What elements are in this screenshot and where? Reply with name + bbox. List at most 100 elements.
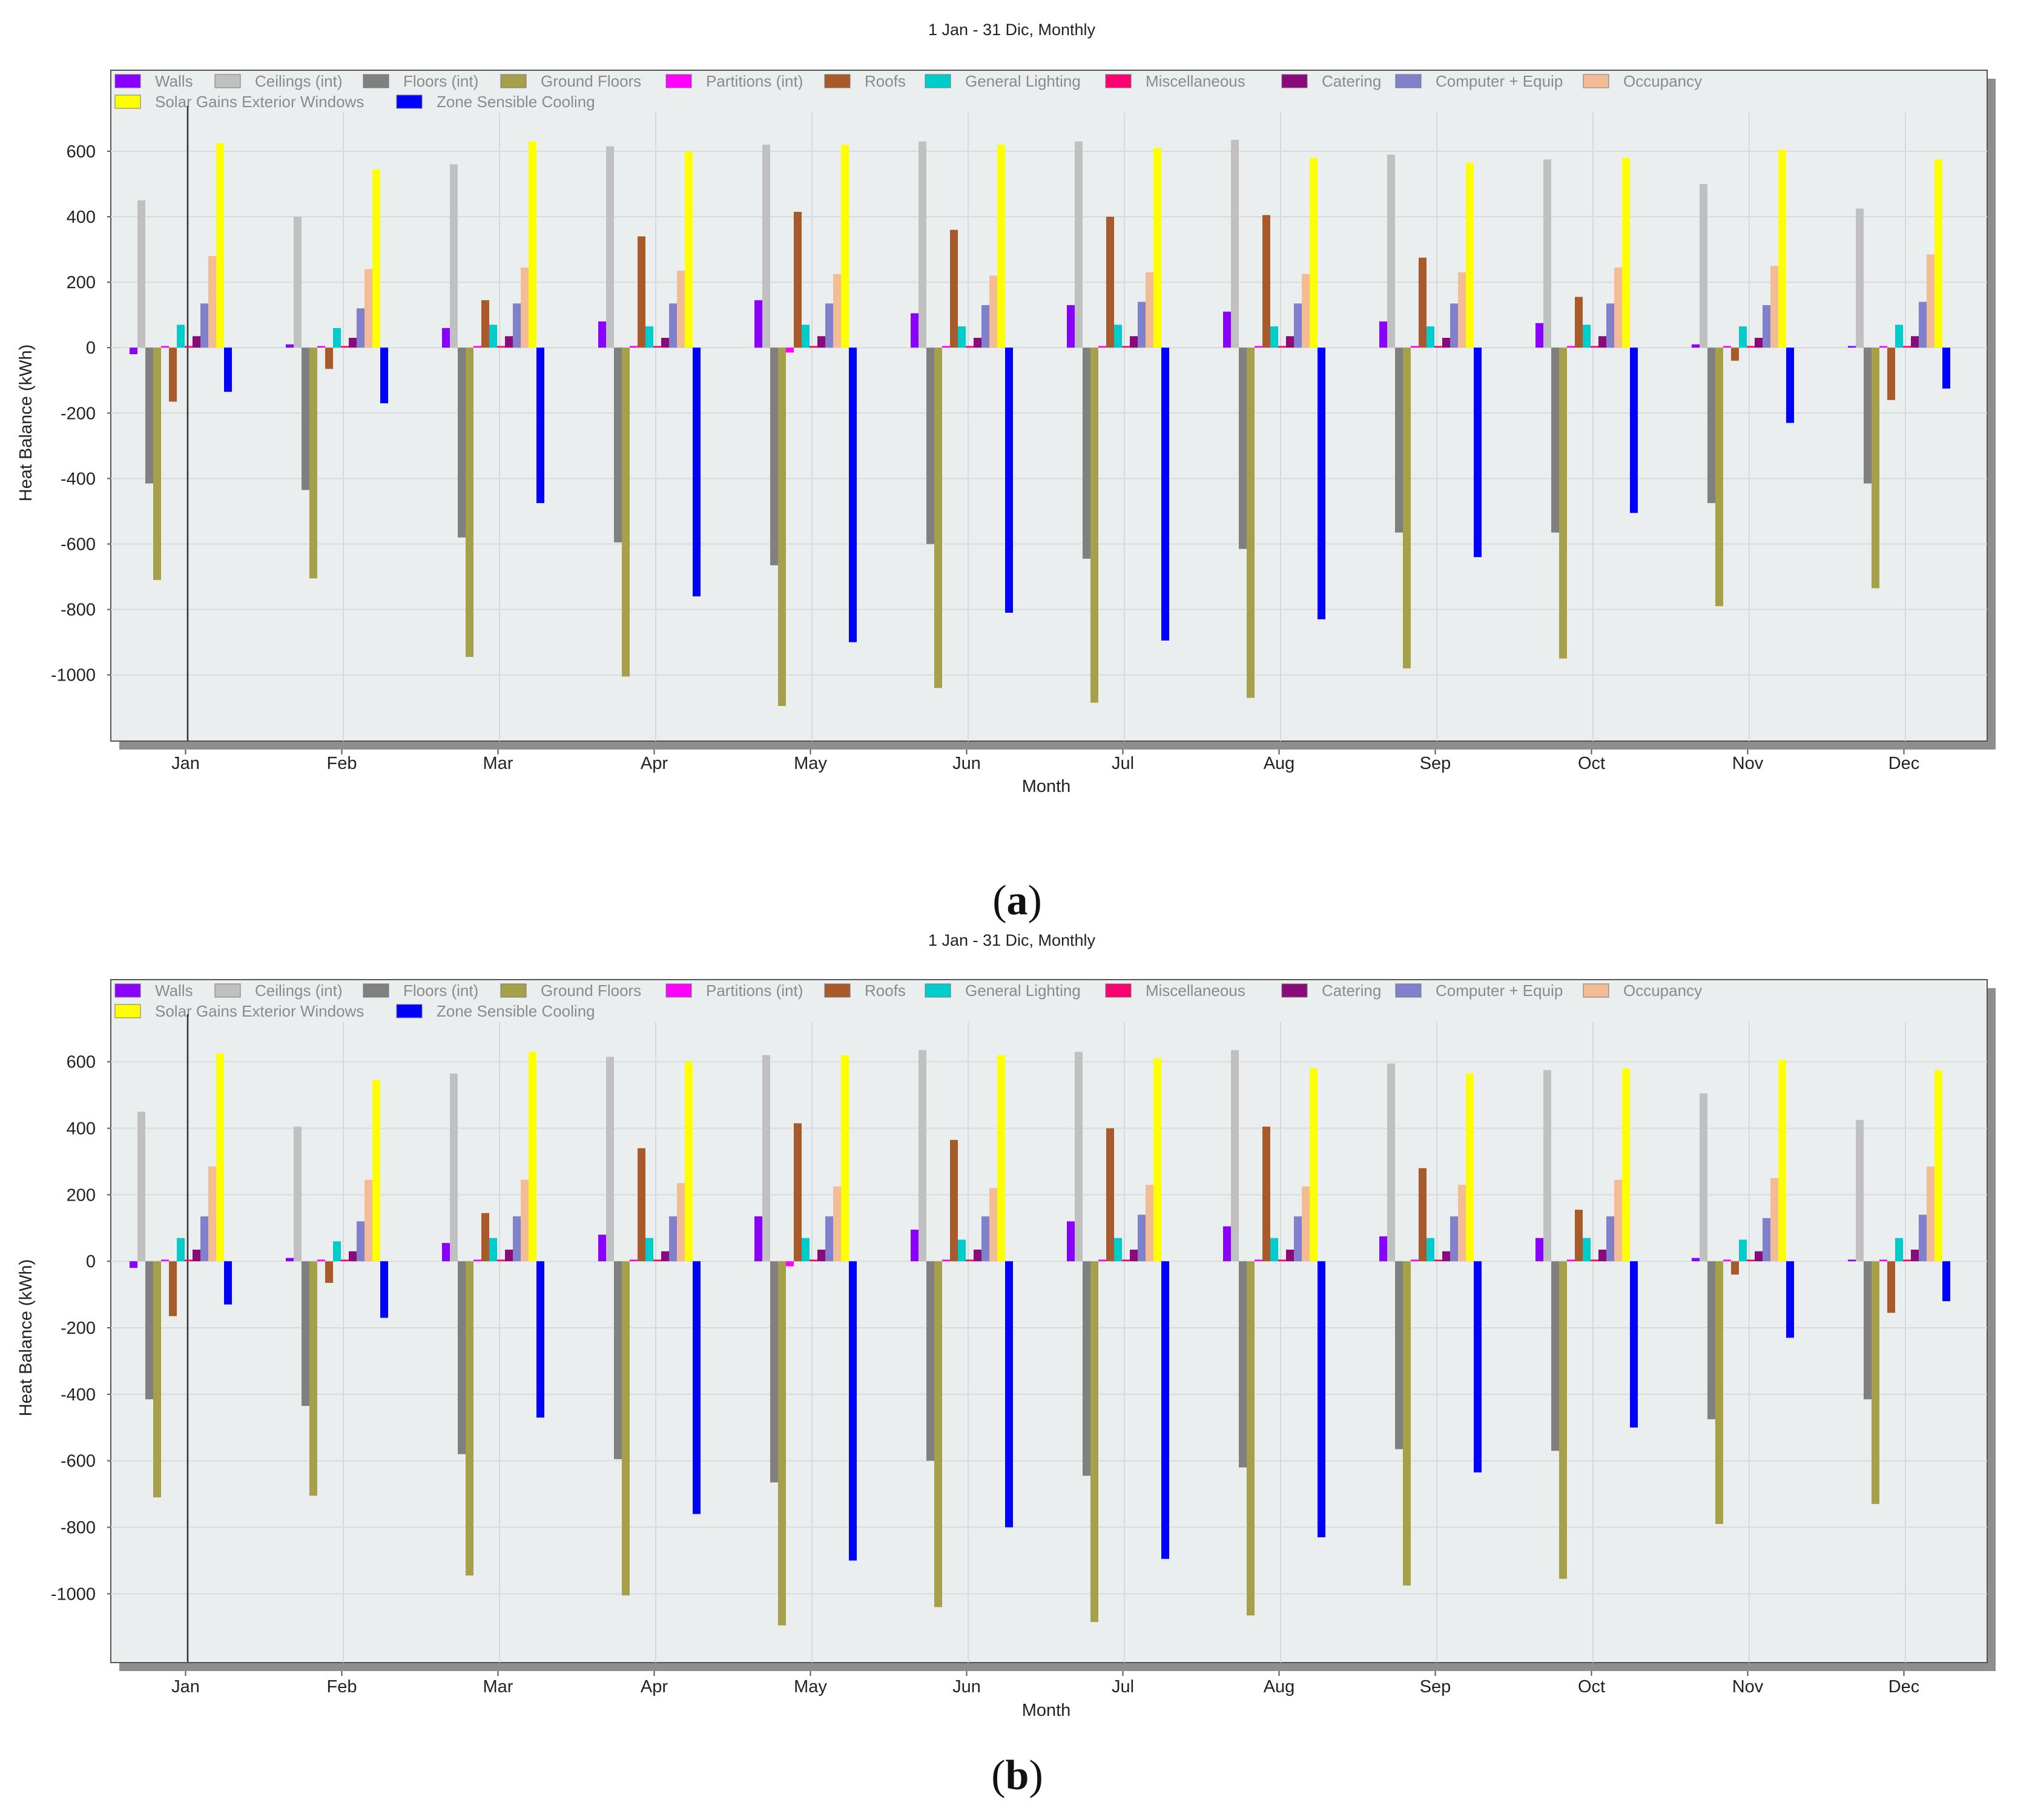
bar — [1403, 348, 1411, 668]
bar — [1903, 346, 1911, 348]
y-tick-label: 200 — [67, 273, 96, 292]
bar — [1739, 326, 1747, 348]
bar — [1872, 1261, 1879, 1505]
bar — [1106, 1128, 1114, 1262]
bar — [1692, 344, 1700, 348]
bar — [1848, 346, 1856, 348]
bar — [294, 1126, 302, 1262]
bar — [497, 1259, 505, 1262]
bar — [529, 141, 536, 348]
bar — [1098, 346, 1106, 348]
bar — [1161, 348, 1169, 641]
bar — [989, 275, 997, 348]
bar — [1739, 1239, 1747, 1262]
bar — [1778, 1060, 1786, 1262]
bar — [1426, 1238, 1434, 1262]
bar — [513, 303, 521, 348]
bar — [1551, 348, 1559, 533]
y-tick-label: 200 — [67, 1185, 96, 1205]
plot-area — [110, 979, 1988, 1663]
bar — [193, 336, 200, 348]
bar — [1270, 1238, 1278, 1262]
bar — [653, 346, 661, 348]
bar — [481, 300, 489, 348]
bar — [1090, 1261, 1098, 1623]
bar — [1763, 1218, 1770, 1262]
bar — [1474, 1261, 1482, 1472]
y-axis-title: Heat Balance (kWh) — [16, 345, 36, 502]
y-tick-label: -400 — [61, 469, 96, 489]
bar — [1887, 348, 1895, 400]
bar — [833, 1186, 841, 1262]
y-tick-label: 0 — [86, 1252, 96, 1271]
legend-label: Zone Sensible Cooling — [437, 93, 595, 111]
bar — [1262, 1126, 1270, 1262]
legend-swatch — [114, 983, 141, 998]
bar — [849, 1261, 857, 1561]
bar — [200, 1216, 208, 1262]
bar — [1318, 348, 1325, 619]
bar — [1598, 336, 1606, 348]
bar — [1575, 297, 1583, 348]
x-tick-label: Sep — [1420, 754, 1451, 773]
legend-label: Ceilings (int) — [255, 981, 343, 1000]
bar — [841, 145, 849, 348]
bar — [349, 1251, 357, 1262]
bar — [1551, 1261, 1559, 1451]
bar — [1770, 266, 1778, 348]
bar — [794, 1123, 802, 1262]
bar — [817, 1249, 825, 1262]
x-tick-label: Jul — [1112, 1677, 1134, 1696]
bar — [1458, 1184, 1466, 1262]
bar — [966, 346, 974, 348]
bar — [473, 1259, 481, 1262]
bar — [1122, 346, 1130, 348]
bar — [685, 151, 693, 348]
legend-swatch — [214, 983, 241, 998]
bar — [372, 169, 380, 348]
bar — [974, 1249, 981, 1262]
bar — [1411, 346, 1419, 348]
legend-swatch — [1395, 983, 1422, 998]
bar — [1942, 1261, 1950, 1302]
bar — [778, 1261, 786, 1626]
bar — [341, 346, 349, 348]
bar — [1692, 1258, 1700, 1262]
bar — [1879, 346, 1887, 348]
legend-label: Floors (int) — [403, 981, 478, 1000]
bar — [974, 337, 981, 348]
bar — [169, 348, 177, 402]
bar — [841, 1055, 849, 1262]
bar — [1239, 1261, 1247, 1468]
legend-swatch — [114, 74, 141, 88]
bar — [997, 145, 1005, 348]
bar — [1559, 348, 1567, 659]
x-tick-label: Nov — [1732, 754, 1764, 773]
bar — [1262, 215, 1270, 348]
bar — [1778, 150, 1786, 348]
legend-label: Catering — [1322, 72, 1381, 90]
bar — [669, 303, 677, 348]
x-tick-label: Nov — [1732, 1677, 1764, 1696]
bar — [614, 348, 622, 542]
legend-label: Miscellaneous — [1146, 981, 1245, 1000]
x-tick-label: Jun — [952, 1677, 981, 1696]
bar — [638, 236, 645, 348]
bar — [1723, 346, 1731, 348]
bar — [1294, 303, 1302, 348]
bar — [630, 1259, 638, 1262]
bar — [1927, 1166, 1934, 1262]
bar — [1067, 1221, 1075, 1262]
bar — [1130, 336, 1138, 348]
bar — [357, 308, 364, 348]
legend-swatch — [363, 983, 389, 998]
bar — [622, 1261, 630, 1596]
legend-swatch — [925, 983, 951, 998]
legend-swatch — [214, 74, 241, 88]
bar — [1622, 1068, 1630, 1262]
chart-title: 1 Jan - 31 Dic, Monthly — [928, 21, 1096, 39]
bar — [778, 348, 786, 707]
bar — [638, 1148, 645, 1262]
legend-swatch — [396, 94, 423, 109]
bar — [1872, 348, 1879, 589]
